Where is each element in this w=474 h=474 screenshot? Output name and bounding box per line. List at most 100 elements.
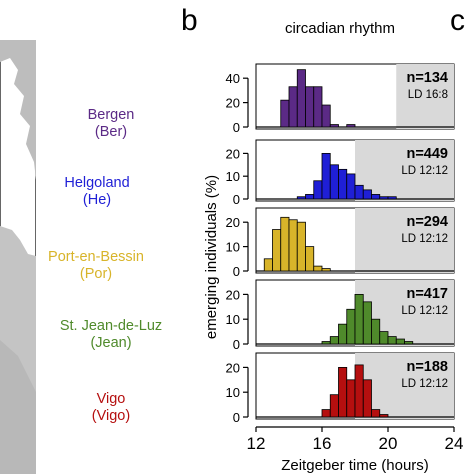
y-axis-title: emerging individuals (%): [203, 175, 220, 339]
histogram-bar: [371, 318, 381, 345]
histogram-bar: [272, 229, 282, 272]
sample-size-label: n=449: [406, 146, 448, 162]
x-tick-label: 24: [445, 434, 464, 453]
y-tick-label: 20: [226, 215, 240, 230]
x-axis-title: Zeitgeber time (hours): [281, 457, 429, 474]
histogram-bar: [296, 221, 306, 272]
histogram-panels: 0 20 40 n=134 LD 16:8 0 10 20 n=449 LD 12:12 0 10 20…: [226, 63, 455, 425]
light-dark-label: LD 12:12: [401, 233, 448, 245]
panel-vigo: 0 10 20 n=188 LD 12:12: [226, 352, 455, 425]
dark-phase-shading: [396, 64, 454, 129]
light-dark-label: LD 12:12: [401, 305, 448, 317]
histogram-bar: [387, 336, 397, 345]
panel-helgoland: 0 10 20 n=449 LD 12:12: [226, 139, 455, 207]
y-tick-label: 10: [226, 312, 240, 327]
population-abbr: (Vigo): [92, 408, 130, 424]
panel-letter-b: b: [181, 4, 198, 37]
histogram-bar: [263, 258, 273, 272]
histogram-bar: [321, 152, 331, 200]
map-land-north: [0, 40, 36, 180]
panel-letter-c: c: [450, 4, 465, 37]
population-name: Vigo: [97, 391, 126, 407]
y-tick-label: 0: [233, 410, 240, 425]
y-tick-label: 0: [233, 192, 240, 207]
y-tick-label: 40: [226, 71, 240, 86]
population-name: St. Jean-de-Luz: [60, 318, 162, 334]
histogram-bar: [362, 189, 372, 200]
histogram-bar: [296, 69, 306, 128]
histogram-bar: [387, 196, 397, 200]
y-tick-label: 10: [226, 169, 240, 184]
histogram-bar: [338, 323, 348, 345]
histogram-bar: [313, 86, 323, 128]
x-tick-label: 16: [313, 434, 332, 453]
histogram-bar: [395, 338, 405, 345]
histogram-bar: [321, 341, 331, 345]
dark-phase-shading: [355, 208, 454, 273]
y-tick-label: 20: [226, 287, 240, 302]
histogram-bar: [371, 409, 381, 418]
sample-size-label: n=417: [406, 286, 448, 302]
x-tick-label: 20: [379, 434, 398, 453]
map-panel: [0, 40, 36, 474]
histogram-bar: [346, 173, 356, 200]
histogram-bar: [354, 293, 364, 345]
histogram-bar: [354, 184, 364, 200]
histogram-bar: [379, 331, 389, 345]
panel-bergen: 0 20 40 n=134 LD 16:8: [226, 63, 455, 135]
population-name: Helgoland: [64, 175, 129, 191]
x-tick-label: 12: [247, 434, 266, 453]
histogram-bar: [379, 196, 389, 200]
y-tick-label: 20: [226, 96, 240, 111]
population-labels: Bergen(Ber) Helgoland(He) Port-en-Bessin(P…: [48, 107, 162, 424]
x-axis: 12 16 20 24: [247, 426, 464, 453]
histogram-bar: [313, 265, 323, 272]
histogram-bar: [296, 196, 306, 200]
light-dark-label: LD 16:8: [408, 89, 448, 101]
histogram-bar: [321, 409, 331, 418]
histogram-bar: [321, 104, 331, 128]
y-tick-label: 10: [226, 385, 240, 400]
panel-port-en-bessin: 0 10 20 n=294 LD 12:12: [226, 207, 455, 279]
histogram-bar: [404, 341, 414, 345]
sample-size-label: n=294: [406, 214, 448, 230]
chart-title: circadian rhythm: [285, 20, 395, 37]
histogram-bar: [280, 216, 290, 272]
histogram-bar: [329, 164, 339, 200]
y-tick-label: 20: [226, 360, 240, 375]
panel-st-jean-de-luz: 0 10 20 n=417 LD 12:12: [226, 279, 455, 352]
y-tick-label: 20: [226, 146, 240, 161]
histogram-bar: [354, 364, 364, 418]
histogram-bar: [346, 308, 356, 345]
histogram-bar: [305, 194, 315, 200]
histogram-bar: [346, 124, 356, 128]
histogram-bar: [288, 219, 298, 272]
map-land-iberia: [0, 340, 36, 474]
histogram-bar: [288, 86, 298, 128]
population-abbr: (Ber): [95, 124, 127, 140]
histogram-bar: [329, 124, 339, 128]
histogram-bar: [321, 268, 331, 272]
histogram-bar: [338, 168, 348, 200]
sample-size-label: n=188: [406, 359, 448, 375]
histogram-bar: [305, 246, 315, 272]
histogram-bar: [346, 379, 356, 418]
light-dark-label: LD 12:12: [401, 378, 448, 390]
population-abbr: (Por): [80, 266, 112, 282]
histogram-bar: [362, 301, 372, 345]
population-abbr: (Jean): [90, 335, 131, 351]
histogram-bar: [280, 99, 290, 128]
population-name: Port-en-Bessin: [48, 249, 144, 265]
y-tick-label: 0: [233, 264, 240, 279]
histogram-bar: [379, 414, 389, 418]
histogram-bar: [329, 394, 339, 418]
y-tick-label: 0: [233, 337, 240, 352]
y-tick-label: 0: [233, 120, 240, 135]
histogram-bar: [338, 366, 348, 418]
population-name: Bergen: [88, 107, 135, 123]
y-tick-label: 10: [226, 240, 240, 255]
sample-size-label: n=134: [406, 70, 448, 86]
histogram-bar: [313, 180, 323, 200]
histogram-bar: [305, 86, 315, 128]
